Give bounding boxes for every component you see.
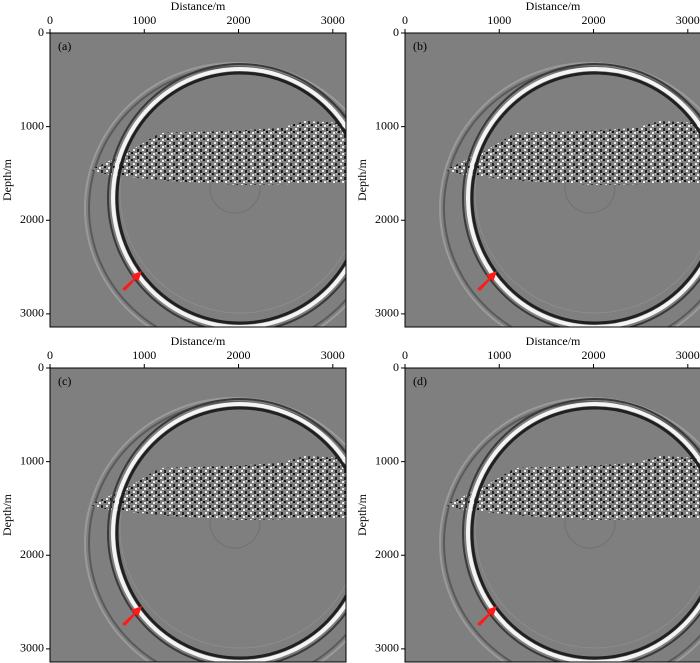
x-axis-label: Distance/m: [526, 0, 581, 13]
x-axis-label: Distance/m: [171, 0, 226, 13]
y-tick-label: 1000: [375, 453, 399, 467]
x-tick-label: 0: [402, 348, 408, 362]
seismic-image: [50, 33, 385, 353]
x-tick-label: 0: [402, 13, 408, 27]
y-tick-label: 1000: [20, 453, 44, 467]
axes-frame: [404, 32, 700, 328]
x-tick-label: 2000: [582, 13, 606, 27]
panel-label: (a): [58, 39, 71, 53]
y-axis-label: Depth/m: [355, 493, 369, 536]
panel-label: (b): [413, 39, 427, 53]
y-tick-label: 2000: [20, 212, 44, 226]
y-tick-label: 0: [38, 25, 44, 39]
seismic-image: [405, 368, 700, 663]
x-tick-label: 3000: [321, 348, 345, 362]
y-axis-label: Depth/m: [355, 158, 369, 201]
axes-frame: [49, 367, 347, 663]
x-tick-label: 1000: [487, 348, 511, 362]
x-tick-label: 2000: [227, 13, 251, 27]
y-tick-label: 1000: [20, 118, 44, 132]
y-axis-label: Depth/m: [0, 493, 14, 536]
y-tick-label: 1000: [375, 118, 399, 132]
x-tick-label: 1000: [132, 13, 156, 27]
y-tick-label: 2000: [20, 547, 44, 561]
y-axis-label: Depth/m: [0, 158, 14, 201]
x-tick-label: 3000: [676, 348, 700, 362]
y-tick-label: 3000: [375, 641, 399, 655]
y-tick-label: 0: [38, 360, 44, 374]
y-tick-label: 3000: [20, 641, 44, 655]
y-tick-label: 0: [393, 25, 399, 39]
y-tick-label: 3000: [20, 306, 44, 320]
x-tick-label: 1000: [132, 348, 156, 362]
seismic-image: [405, 33, 700, 353]
x-tick-label: 2000: [227, 348, 251, 362]
panel-label: (c): [58, 374, 71, 388]
y-tick-label: 3000: [375, 306, 399, 320]
x-axis-label: Distance/m: [171, 334, 226, 348]
axes-frame: [404, 367, 700, 663]
x-tick-label: 3000: [321, 13, 345, 27]
axes-frame: [49, 32, 347, 328]
y-tick-label: 2000: [375, 212, 399, 226]
panel-label: (d): [413, 374, 427, 388]
y-tick-label: 0: [393, 360, 399, 374]
y-tick-label: 2000: [375, 547, 399, 561]
x-tick-label: 3000: [676, 13, 700, 27]
x-tick-label: 0: [47, 13, 53, 27]
x-tick-label: 0: [47, 348, 53, 362]
x-axis-label: Distance/m: [526, 334, 581, 348]
seismic-image: [50, 368, 385, 663]
x-tick-label: 1000: [487, 13, 511, 27]
x-tick-label: 2000: [582, 348, 606, 362]
